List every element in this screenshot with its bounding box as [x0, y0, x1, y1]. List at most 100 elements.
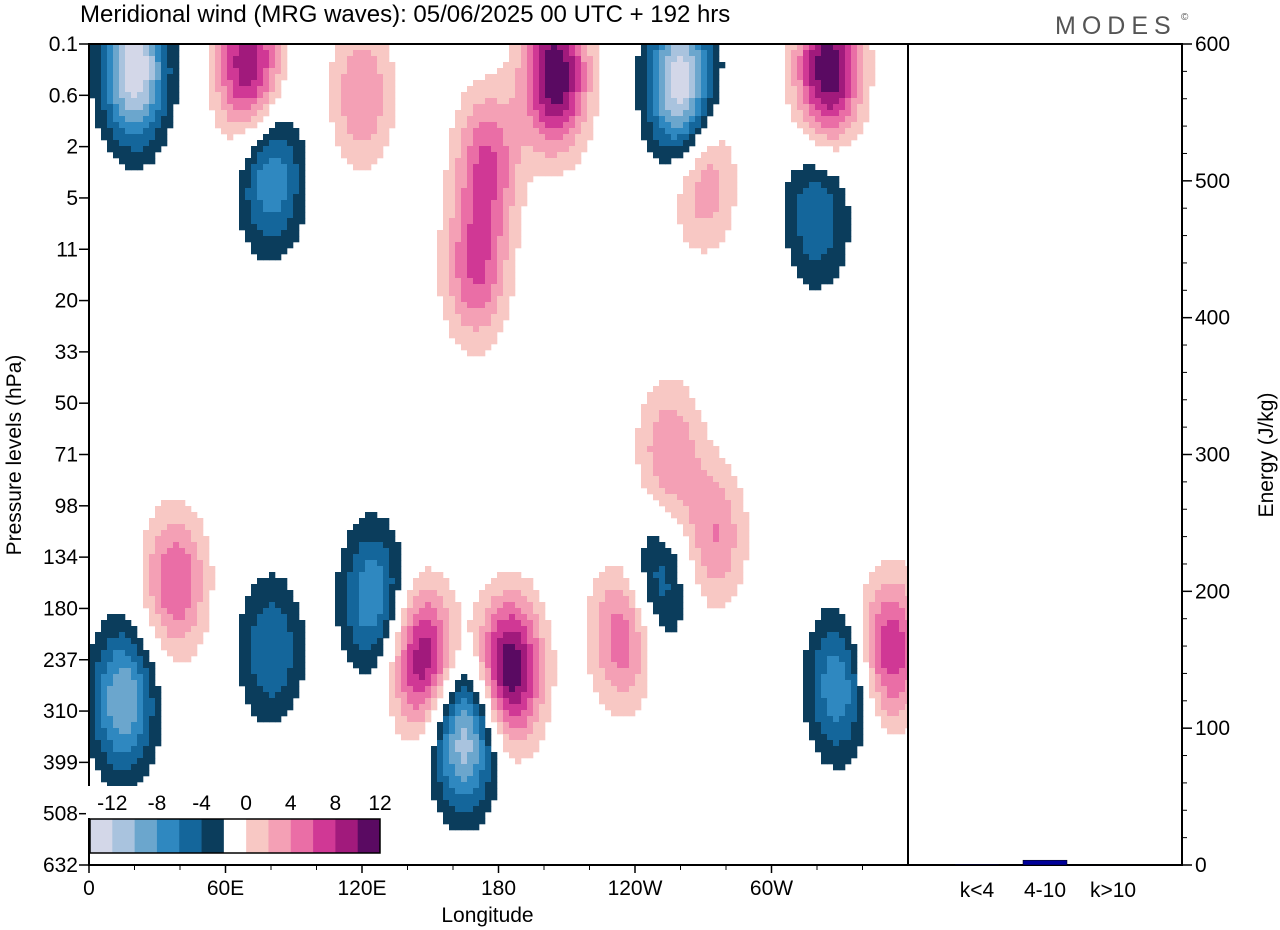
heatmap-cell: [275, 680, 282, 687]
heatmap-cell: [281, 698, 288, 705]
heatmap-cell: [107, 86, 114, 93]
heatmap-cell: [269, 62, 276, 69]
heatmap-cell: [515, 194, 522, 201]
heatmap-cell: [593, 662, 600, 669]
heatmap-cell: [113, 62, 120, 69]
heatmap-cell: [683, 464, 690, 471]
heatmap-cell: [131, 74, 138, 81]
heatmap-cell: [839, 236, 846, 243]
heatmap-cell: [167, 584, 174, 591]
heatmap-cell: [107, 134, 114, 141]
heatmap-cell: [587, 56, 594, 63]
heatmap-cell: [449, 278, 456, 285]
heatmap-cell: [821, 212, 828, 219]
heatmap-cell: [383, 140, 390, 147]
heatmap-cell: [857, 704, 864, 711]
heatmap-cell: [359, 662, 366, 669]
heatmap-cell: [407, 614, 414, 621]
heatmap-cell: [713, 458, 720, 465]
heatmap-cell: [197, 566, 204, 573]
heatmap-cell: [263, 230, 270, 237]
heatmap-cell: [149, 92, 156, 99]
heatmap-cell: [839, 134, 846, 141]
heatmap-cell: [527, 596, 534, 603]
heatmap-cell: [377, 86, 384, 93]
heatmap-cell: [515, 596, 522, 603]
heatmap-cell: [89, 716, 96, 723]
heatmap-cell: [707, 80, 714, 87]
heatmap-cell: [893, 644, 900, 651]
heatmap-cell: [107, 104, 114, 111]
heatmap-cell: [527, 170, 534, 177]
heatmap-cell: [437, 290, 444, 297]
heatmap-cell: [713, 170, 720, 177]
heatmap-cell: [485, 200, 492, 207]
heatmap-cell: [269, 644, 276, 651]
heatmap-cell: [545, 638, 552, 645]
heatmap-cell: [533, 596, 540, 603]
heatmap-cell: [149, 686, 156, 693]
heatmap-cell: [467, 350, 474, 357]
heatmap-cell: [269, 200, 276, 207]
heatmap-cell: [455, 254, 462, 261]
heatmap-cell: [521, 734, 528, 741]
heatmap-cell: [593, 608, 600, 615]
heatmap-cell: [485, 188, 492, 195]
heatmap-cell: [479, 638, 486, 645]
heatmap-cell: [449, 296, 456, 303]
heatmap-cell: [833, 98, 840, 105]
heatmap-cell: [575, 152, 582, 159]
heatmap-cell: [359, 134, 366, 141]
heatmap-cell: [551, 98, 558, 105]
heatmap-cell: [227, 62, 234, 69]
heatmap-cell: [497, 224, 504, 231]
heatmap-cell: [659, 98, 666, 105]
heatmap-cell: [245, 158, 252, 165]
heatmap-cell: [701, 560, 708, 567]
heatmap-cell: [353, 140, 360, 147]
heatmap-cell: [707, 242, 714, 249]
heatmap-cell: [419, 644, 426, 651]
heatmap-cell: [275, 158, 282, 165]
heatmap-cell: [845, 668, 852, 675]
heatmap-cell: [239, 104, 246, 111]
heatmap-cell: [491, 680, 498, 687]
heatmap-cell: [539, 128, 546, 135]
heatmap-cell: [557, 152, 564, 159]
heatmap-cell: [845, 740, 852, 747]
heatmap-cell: [503, 110, 510, 117]
heatmap-cell: [905, 584, 909, 591]
heatmap-cell: [377, 92, 384, 99]
heatmap-cell: [359, 92, 366, 99]
heatmap-cell: [197, 620, 204, 627]
heatmap-cell: [683, 524, 690, 531]
heatmap-cell: [413, 728, 420, 735]
heatmap-cell: [539, 98, 546, 105]
heatmap-cell: [497, 98, 504, 105]
heatmap-cell: [491, 668, 498, 675]
heatmap-cell: [875, 668, 882, 675]
heatmap-cell: [875, 602, 882, 609]
heatmap-cell: [593, 644, 600, 651]
heatmap-cell: [347, 632, 354, 639]
heatmap-cell: [389, 596, 396, 603]
heatmap-cell: [533, 62, 540, 69]
heatmap-cell: [701, 458, 708, 465]
heatmap-cell: [497, 692, 504, 699]
heatmap-cell: [653, 548, 660, 555]
heatmap-cell: [491, 290, 498, 297]
heatmap-cell: [353, 584, 360, 591]
heatmap-cell: [725, 218, 732, 225]
heatmap-cell: [875, 632, 882, 639]
heatmap-cell: [269, 152, 276, 159]
heatmap-cell: [683, 476, 690, 483]
heatmap-cell: [251, 170, 258, 177]
heatmap-cell: [293, 152, 300, 159]
heatmap-cell: [707, 212, 714, 219]
heatmap-cell: [497, 698, 504, 705]
heatmap-cell: [527, 716, 534, 723]
heatmap-cell: [491, 302, 498, 309]
heatmap-cell: [875, 590, 882, 597]
heatmap-cell: [131, 62, 138, 69]
heatmap-cell: [503, 158, 510, 165]
